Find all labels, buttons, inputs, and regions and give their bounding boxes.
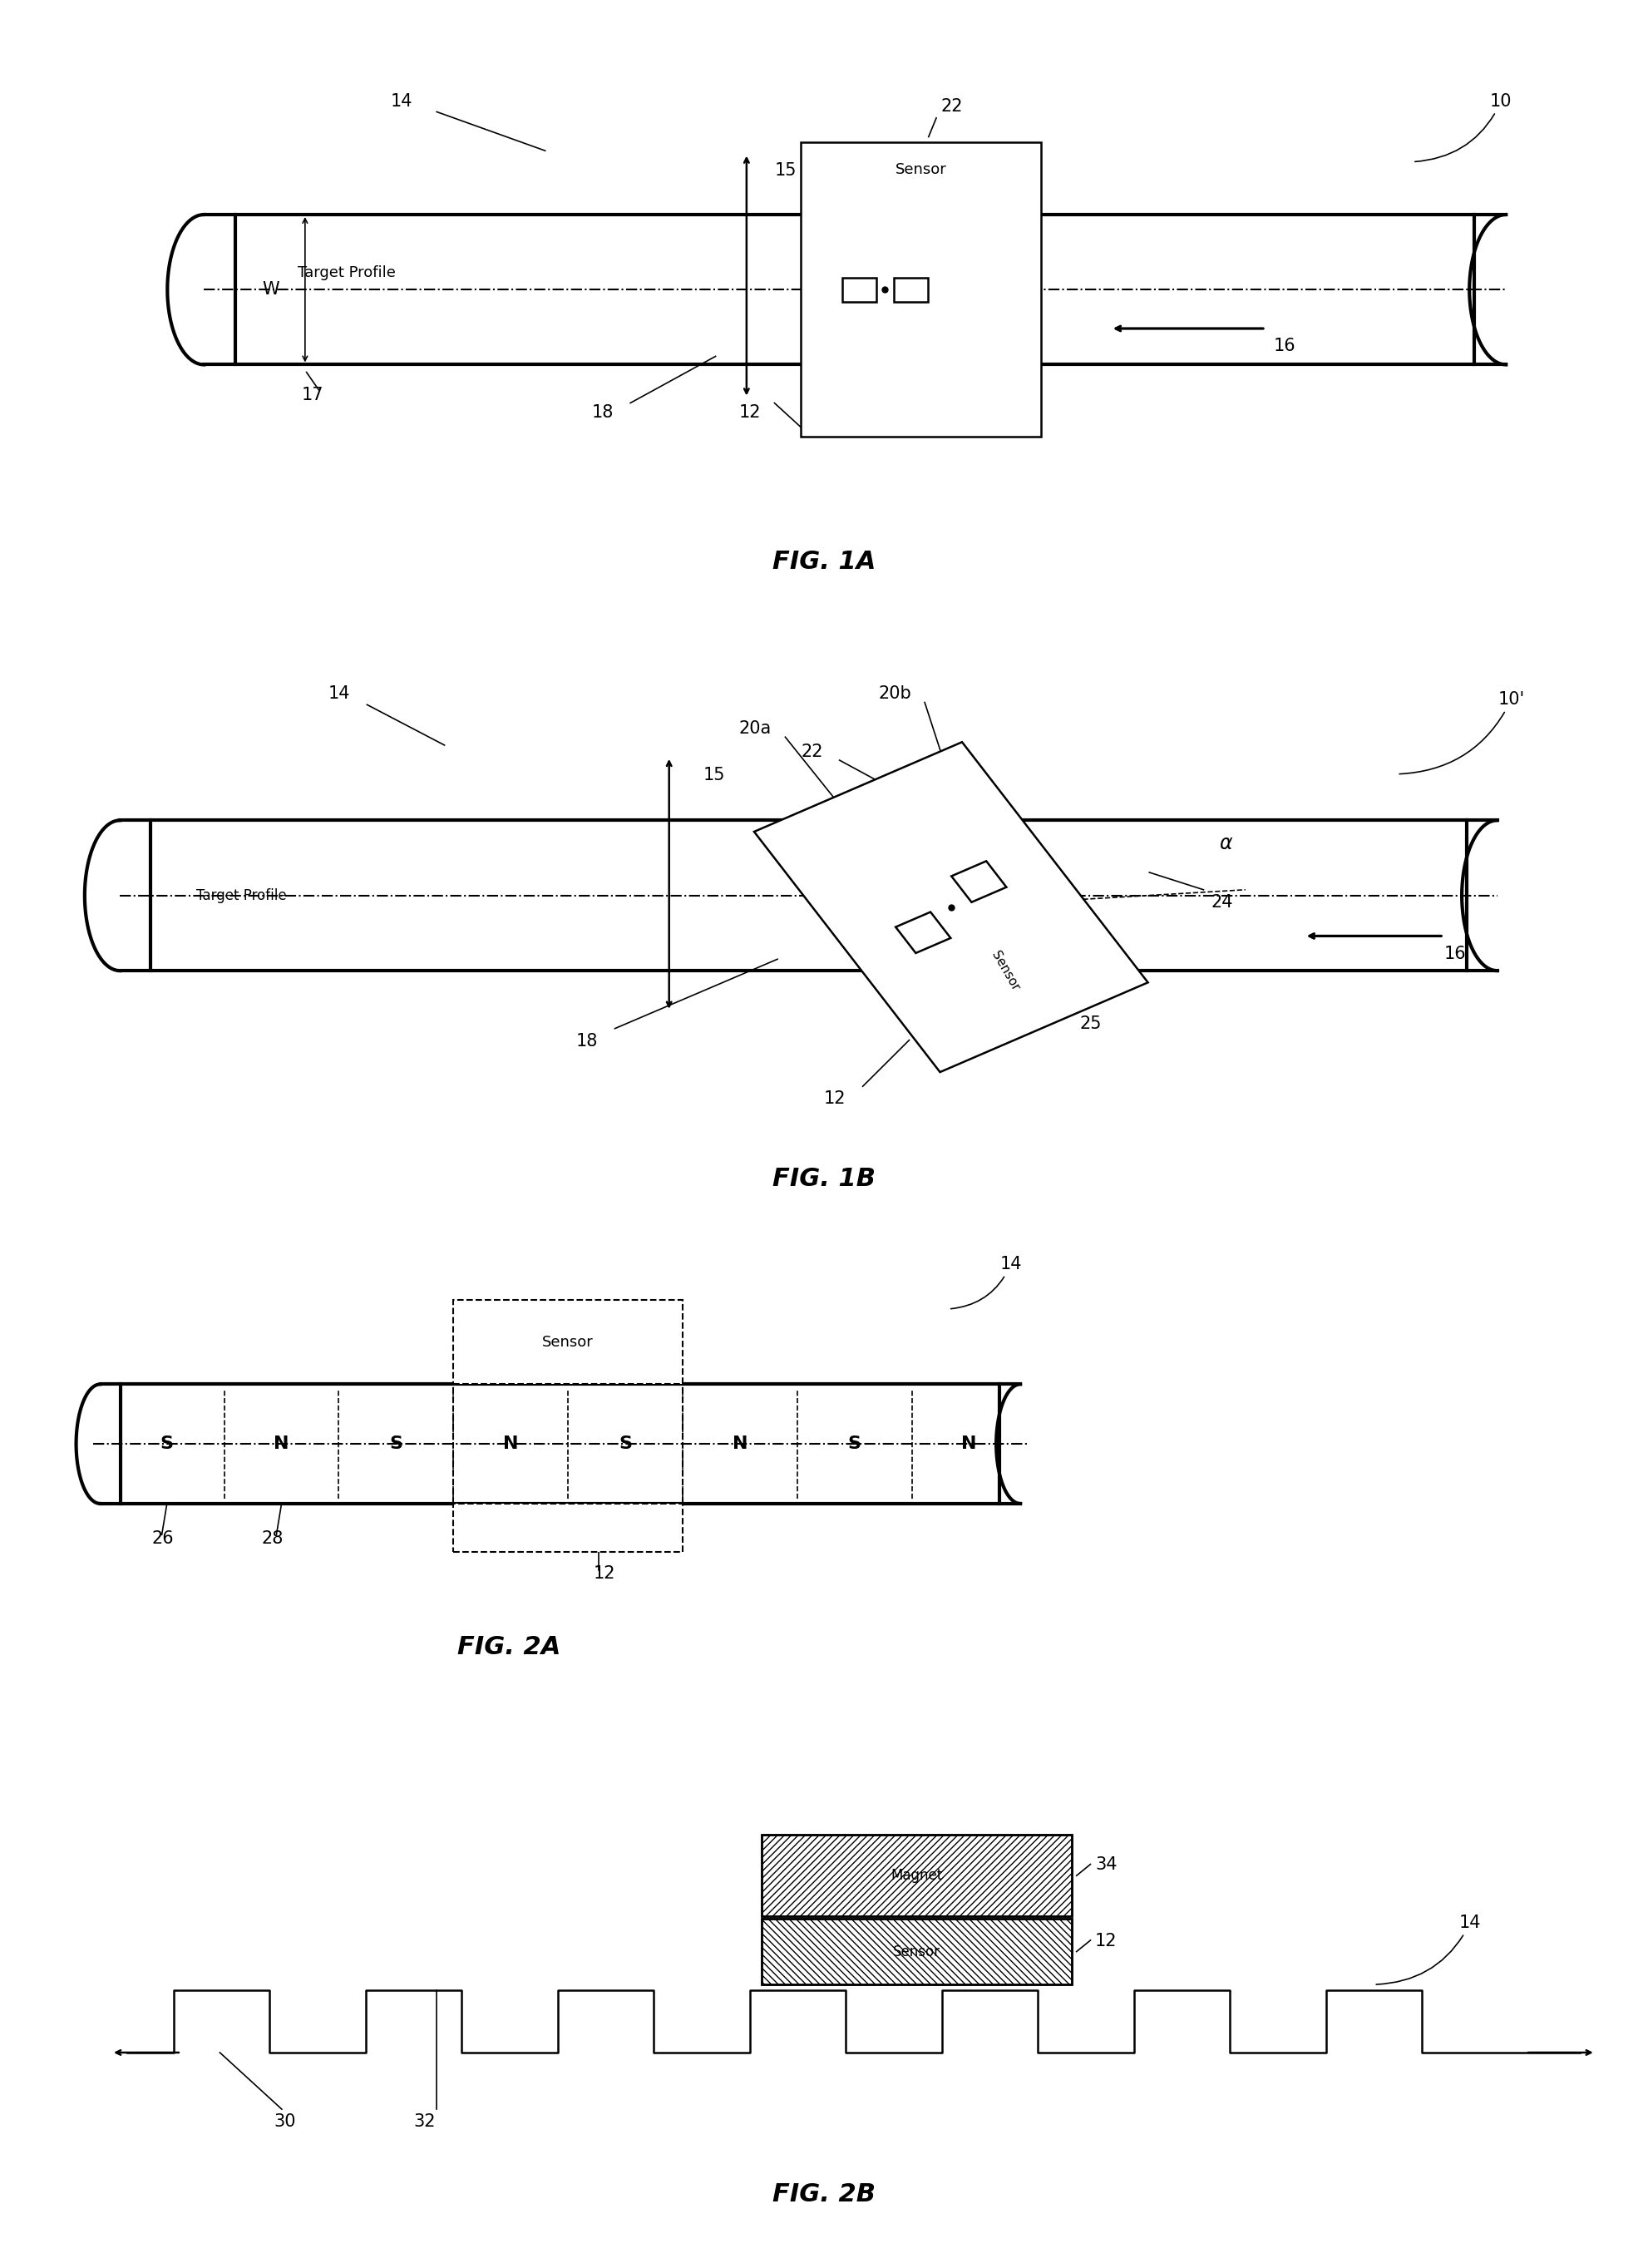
- Text: FIG. 2B: FIG. 2B: [773, 2182, 875, 2207]
- Text: 16: 16: [1274, 338, 1295, 354]
- Text: FIG. 1B: FIG. 1B: [773, 1166, 875, 1191]
- Text: N: N: [732, 1436, 748, 1452]
- Bar: [453, 1504, 682, 1551]
- Bar: [150, 821, 1467, 971]
- Text: 24: 24: [1211, 894, 1233, 909]
- Text: $\alpha$: $\alpha$: [1220, 832, 1233, 853]
- Bar: [842, 277, 877, 302]
- Text: Target Profile: Target Profile: [297, 265, 396, 281]
- Text: Sensor: Sensor: [989, 948, 1022, 993]
- Text: N: N: [274, 1436, 288, 1452]
- Text: 10: 10: [1416, 93, 1513, 161]
- Text: 28: 28: [260, 1531, 283, 1547]
- Text: 14: 14: [1376, 1914, 1482, 1984]
- Text: 25: 25: [1079, 1016, 1101, 1032]
- Text: 26: 26: [152, 1531, 173, 1547]
- Text: FIG. 1A: FIG. 1A: [773, 549, 875, 574]
- Text: 20b: 20b: [895, 320, 928, 336]
- Text: S: S: [160, 1436, 173, 1452]
- Bar: [801, 143, 1042, 438]
- Text: 17: 17: [302, 388, 323, 404]
- Bar: [120, 1383, 1000, 1504]
- Text: 14: 14: [328, 685, 351, 703]
- Polygon shape: [895, 912, 951, 953]
- Text: W: W: [262, 281, 280, 297]
- Text: Magnet: Magnet: [892, 1869, 943, 1882]
- Bar: [453, 1300, 682, 1383]
- Text: 15: 15: [704, 767, 725, 782]
- Polygon shape: [755, 742, 1149, 1073]
- Text: 16: 16: [1444, 946, 1465, 962]
- Text: FIG. 2A: FIG. 2A: [458, 1635, 560, 1660]
- Text: 15: 15: [775, 163, 796, 179]
- Text: 18: 18: [592, 404, 613, 422]
- Text: 22: 22: [941, 98, 962, 116]
- Bar: [761, 1835, 1071, 1916]
- Text: 20a: 20a: [844, 320, 877, 336]
- Bar: [236, 215, 1475, 365]
- Text: 12: 12: [1094, 1932, 1117, 1948]
- Text: 12: 12: [593, 1565, 616, 1583]
- Text: 32: 32: [414, 2114, 435, 2130]
- Bar: [761, 1919, 1071, 1984]
- Text: Sensor: Sensor: [542, 1334, 593, 1349]
- Text: S: S: [618, 1436, 631, 1452]
- Text: 14: 14: [391, 93, 412, 109]
- Bar: [761, 1919, 1071, 1984]
- Text: 12: 12: [738, 404, 761, 422]
- Text: 22: 22: [801, 744, 822, 760]
- Text: 20a: 20a: [738, 721, 771, 737]
- Text: S: S: [389, 1436, 402, 1452]
- Text: 18: 18: [577, 1032, 598, 1050]
- Text: N: N: [961, 1436, 977, 1452]
- Text: 10': 10': [1399, 692, 1524, 773]
- Text: Sensor: Sensor: [893, 1944, 941, 1960]
- Text: 30: 30: [274, 2114, 297, 2130]
- Text: Sensor: Sensor: [895, 163, 946, 177]
- Text: N: N: [503, 1436, 519, 1452]
- Bar: [761, 1835, 1071, 1916]
- Text: 34: 34: [1094, 1857, 1117, 1873]
- Text: Target Profile: Target Profile: [196, 889, 287, 903]
- Bar: [893, 277, 928, 302]
- Text: 14: 14: [951, 1256, 1022, 1309]
- Text: S: S: [847, 1436, 862, 1452]
- Polygon shape: [951, 862, 1007, 903]
- Text: 20b: 20b: [878, 685, 911, 703]
- Text: 12: 12: [824, 1091, 845, 1107]
